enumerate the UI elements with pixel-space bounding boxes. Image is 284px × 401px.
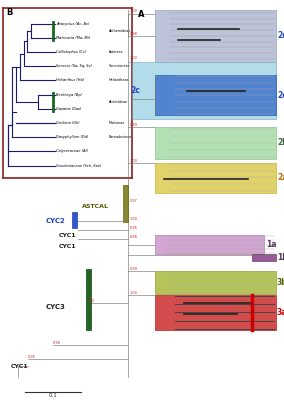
Text: 0.88: 0.88 [130,235,137,239]
Text: 3a: 3a [277,308,284,317]
Bar [154,271,275,294]
Text: 1.00: 1.00 [130,9,137,13]
Bar [154,75,275,115]
Bar [154,295,275,330]
Text: 1.00: 1.00 [86,299,94,302]
Text: Matricaria (Ma, Mr): Matricaria (Ma, Mr) [56,36,90,40]
Text: 2d: 2d [277,31,284,40]
Text: Mutisieae: Mutisieae [109,121,125,125]
Bar [132,62,275,119]
Bar [154,163,275,192]
Text: 3b: 3b [277,278,284,287]
Text: B: B [7,8,13,17]
Text: 2c1: 2c1 [277,91,284,100]
Text: Barnadesieae: Barnadesieae [109,135,132,139]
Text: Calyceraceae (Al): Calyceraceae (Al) [56,150,88,154]
Text: Senecioneae: Senecioneae [109,64,131,68]
Text: Helianthus (Ha): Helianthus (Ha) [56,79,84,83]
Bar [252,254,275,261]
Text: CYC1: CYC1 [59,233,76,237]
Text: 0.97: 0.97 [130,198,137,203]
Text: 1.00: 1.00 [130,57,137,61]
Bar [86,269,91,330]
Text: 2b: 2b [277,138,284,148]
Text: 0.98: 0.98 [53,341,61,345]
Text: 1b: 1b [277,253,284,262]
Text: 2c: 2c [131,86,141,95]
Text: Anacyclus (Ac, Av): Anacyclus (Ac, Av) [56,22,89,26]
Text: 0.95: 0.95 [130,226,137,230]
Bar [122,184,128,222]
Text: A: A [138,10,144,19]
Text: Senecio (Sa, Sq, Sv): Senecio (Sa, Sq, Sv) [56,64,92,68]
Text: 2a1: 2a1 [277,173,284,182]
Text: 1.00: 1.00 [130,217,137,221]
Text: Callistephus (Cc): Callistephus (Cc) [56,50,86,54]
Bar [154,235,264,254]
Text: CYC2: CYC2 [46,218,66,224]
Text: Anthemideae: Anthemideae [109,29,131,33]
Text: Asterese: Asterese [109,50,124,54]
Text: ASTCAL: ASTCAL [82,204,109,209]
Text: Gazania (Gaz): Gazania (Gaz) [56,107,81,111]
Text: Arctotideae: Arctotideae [109,100,128,104]
Text: 0.1: 0.1 [49,393,57,398]
Text: CYC3: CYC3 [46,304,66,310]
Bar [154,10,275,62]
Text: CYC1: CYC1 [59,244,76,249]
Bar [72,212,77,227]
Text: Heliantheae: Heliantheae [109,79,130,83]
Text: 0.98: 0.98 [130,32,137,36]
Text: Dasyphyllum (Dd): Dasyphyllum (Dd) [56,135,88,139]
Text: 1.00: 1.00 [130,159,137,163]
Text: Goodeniaceae (Sch, Sae): Goodeniaceae (Sch, Sae) [56,164,101,168]
Text: 0.95: 0.95 [28,355,36,359]
Text: 1.00: 1.00 [130,291,137,295]
Text: 1a: 1a [266,240,276,249]
Text: 0.99: 0.99 [130,123,137,127]
Text: Gerbera (Gh): Gerbera (Gh) [56,121,80,125]
Text: 0.99: 0.99 [130,267,137,271]
Text: CYC1: CYC1 [11,364,29,369]
Bar [154,127,275,159]
Text: Berkheya (Bp): Berkheya (Bp) [56,93,82,97]
